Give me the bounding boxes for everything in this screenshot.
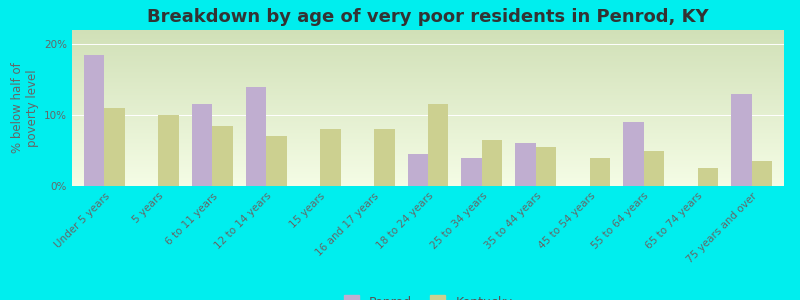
Bar	[731, 94, 752, 186]
Bar	[407, 154, 428, 186]
Bar	[428, 104, 449, 186]
Bar	[374, 129, 394, 186]
Bar	[644, 151, 664, 186]
Bar	[212, 126, 233, 186]
Bar	[590, 158, 610, 186]
Y-axis label: % below half of
poverty level: % below half of poverty level	[10, 63, 38, 153]
Bar	[84, 55, 104, 186]
Bar	[515, 143, 536, 186]
Bar	[320, 129, 341, 186]
Legend: Penrod, Kentucky: Penrod, Kentucky	[338, 289, 518, 300]
Bar	[158, 115, 179, 186]
Bar	[462, 158, 482, 186]
Bar	[623, 122, 644, 186]
Title: Breakdown by age of very poor residents in Penrod, KY: Breakdown by age of very poor residents …	[147, 8, 709, 26]
Bar	[192, 104, 212, 186]
Bar	[246, 87, 266, 186]
Bar	[752, 161, 772, 186]
Bar	[266, 136, 286, 186]
Bar	[482, 140, 502, 186]
Bar	[698, 168, 718, 186]
Bar	[104, 108, 125, 186]
Bar	[536, 147, 556, 186]
